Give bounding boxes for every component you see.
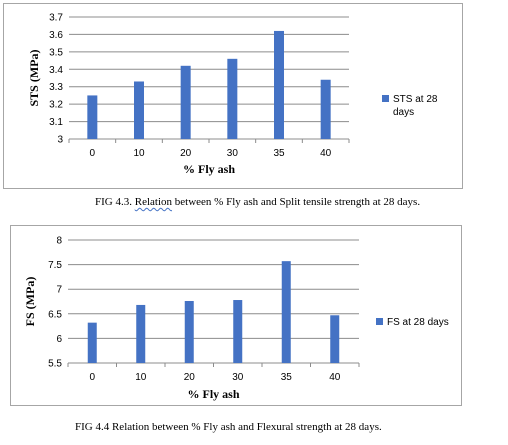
c1-x-tick-label: 0 [90, 148, 96, 159]
c1-bar-20 [180, 65, 191, 139]
c1-y-tick-label: 3.3 [49, 82, 63, 93]
c2-x-tick-label: 35 [281, 372, 293, 383]
c1-y-tick-label: 3.6 [49, 30, 63, 41]
c1-bar-0 [87, 95, 98, 139]
c1-y-axis-title: STS (MPa) [27, 49, 41, 106]
c2-bar-10 [136, 304, 146, 363]
c1-y-tick-label: 3.2 [49, 100, 63, 111]
c2-x-tick-label: 20 [184, 372, 196, 383]
c1-y-tick-label: 3.5 [49, 47, 63, 58]
c1-bar-40 [320, 79, 331, 139]
c2-x-tick-label: 0 [89, 372, 95, 383]
c1-x-tick-label: 30 [227, 148, 239, 159]
c2-x-tick-label: 40 [329, 372, 341, 383]
caption-rest: between % Fly ash and Split tensile stre… [172, 196, 421, 208]
c2-y-tick-label: 6 [56, 334, 62, 345]
c2-y-tick-label: 7 [56, 285, 62, 296]
c1-x-tick-label: 40 [320, 148, 332, 159]
c2-legend-label: FS at 28 days [387, 317, 449, 328]
c1-x-tick-label: 10 [133, 148, 145, 159]
c1-x-tick-label: 35 [273, 148, 285, 159]
c2-y-tick-label: 8 [56, 236, 62, 247]
figure-caption-4-3: FIG 4.3. Relation between % Fly ash and … [95, 196, 420, 208]
c2-x-tick-label: 10 [135, 372, 147, 383]
c1-y-tick-label: 3.4 [49, 65, 63, 76]
c1-bar-30 [227, 58, 238, 140]
c2-x-axis-title: % Fly ash [187, 387, 239, 401]
c1-y-tick-label: 3.1 [49, 117, 63, 128]
caption-spellcheck-word: Relation [134, 196, 173, 208]
c2-y-tick-label: 5.5 [48, 359, 62, 370]
c2-bar-40 [330, 315, 340, 363]
c1-legend-label-cont: days [393, 107, 414, 118]
c2-y-tick-label: 6.5 [48, 309, 62, 320]
c1-x-axis-title: % Fly ash [183, 162, 235, 176]
c2-y-tick-label: 7.5 [48, 260, 62, 271]
c2-bar-0 [87, 322, 97, 363]
c1-bar-10 [134, 81, 144, 139]
c1-x-tick-label: 20 [180, 148, 192, 159]
c1-y-tick-label: 3 [57, 135, 63, 146]
c1-y-tick-label: 3.7 [49, 13, 63, 24]
c2-legend-swatch [376, 318, 383, 325]
c2-bar-35 [281, 261, 291, 363]
figure-caption-4-4: FIG 4.4 Relation between % Fly ash and F… [75, 421, 382, 433]
c2-x-tick-label: 30 [232, 372, 244, 383]
c1-bar-35 [274, 30, 284, 140]
caption-prefix: FIG 4.3. [95, 196, 135, 208]
c1-legend-swatch [382, 95, 389, 102]
c2-bar-30 [233, 300, 243, 363]
c2-y-axis-title: FS (MPa) [23, 277, 37, 327]
c1-legend-label: STS at 28 [393, 94, 438, 105]
c2-bar-20 [184, 301, 194, 363]
